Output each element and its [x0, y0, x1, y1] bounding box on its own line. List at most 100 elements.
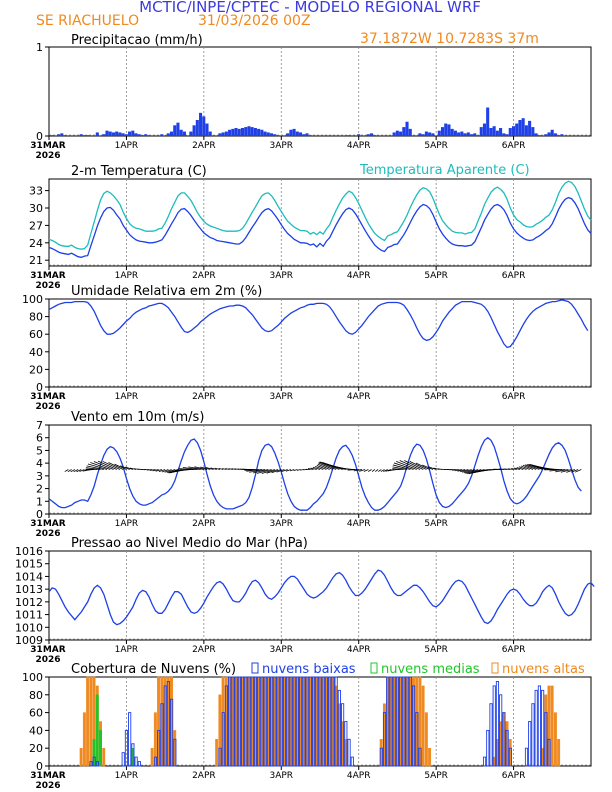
cloud-bar-baixas	[276, 676, 280, 767]
wind-barb	[316, 465, 327, 470]
cloud-bar-altas	[421, 685, 425, 767]
wind-barb	[285, 469, 292, 472]
cloud-bar-baixas	[128, 712, 132, 767]
wind-barb	[182, 467, 201, 470]
precip-bar	[537, 135, 541, 136]
cloud-bar-baixas	[228, 676, 232, 767]
run-date-label: 31/03/2026 00Z	[198, 13, 311, 29]
cloud-bar-baixas	[295, 676, 300, 767]
precip-bar	[147, 135, 151, 136]
wind-barb	[194, 466, 208, 470]
wind-barb	[514, 467, 521, 470]
x-tick-label: 3APR	[269, 141, 293, 151]
precip-bar	[457, 132, 461, 136]
wind-barb	[404, 460, 424, 470]
x-tick-label: 2APR	[192, 645, 216, 655]
x-year-label: 2026	[35, 151, 60, 161]
y-tick-label: 33	[29, 185, 43, 198]
series-line-blue	[48, 436, 582, 511]
cloud-bar-altas	[557, 739, 561, 767]
precip-bar	[237, 128, 241, 136]
cloud-bar-baixas	[266, 676, 270, 767]
cloud-bar-baixas	[499, 694, 503, 767]
precip-bar	[473, 133, 477, 136]
wind-barb	[549, 469, 566, 472]
x-tick-label: 5APR	[424, 519, 448, 529]
y-tick-label: 21	[29, 254, 43, 267]
x-year-label: 2026	[35, 655, 60, 665]
y-tick-label: 4	[36, 457, 43, 470]
precip-bar	[408, 128, 412, 136]
wind-barb	[462, 469, 472, 473]
cloud-bar-baixas	[392, 676, 396, 767]
wind-barb	[281, 469, 288, 472]
location-label: SE RIACHUELO	[36, 13, 139, 29]
wind-barb	[574, 469, 582, 473]
wind-barb	[120, 465, 130, 470]
wind-barb	[266, 469, 279, 474]
cloud-bar-baixas	[411, 685, 416, 767]
precip-bar	[295, 131, 299, 136]
cloud-bar-baixas	[224, 685, 229, 767]
legend-nuvens-altas-swatch	[491, 662, 499, 674]
y-tick-label: 0	[36, 760, 43, 773]
wind-barb	[125, 466, 134, 470]
cloud-bar-baixas	[389, 676, 393, 767]
precip-bar	[192, 125, 196, 136]
cloud-bar-baixas	[402, 676, 406, 767]
precip-bar	[128, 131, 132, 136]
x-first-label: 31MAR	[30, 519, 65, 529]
precip-bar	[253, 127, 257, 136]
wind-barb	[276, 469, 285, 473]
x-tick-label: 6APR	[502, 392, 526, 402]
precip-bar	[124, 134, 128, 136]
precip-bar	[102, 134, 106, 136]
panel-frame	[48, 178, 592, 267]
wind-barb	[152, 469, 159, 472]
panel-frame	[48, 424, 592, 515]
precip-bar	[524, 125, 528, 136]
cloud-bar-baixas	[524, 747, 529, 767]
cloud-bar-baixas	[218, 747, 222, 767]
precip-bar	[421, 134, 425, 136]
precip-bar	[286, 133, 290, 136]
y-tick-label: 24	[29, 237, 43, 250]
x-first-label: 31MAR	[30, 392, 65, 402]
cloud-bar-baixas	[328, 676, 332, 767]
wind-barb	[318, 461, 337, 470]
cloud-bar-baixas	[528, 721, 532, 767]
wind-barb	[467, 469, 482, 475]
precip-bar	[431, 133, 435, 136]
wind-barb	[555, 469, 569, 473]
wind-barb	[463, 469, 475, 474]
wind-barb	[383, 469, 388, 472]
precip-bar	[463, 133, 467, 136]
x-tick-label: 1APR	[115, 645, 139, 655]
cloud-bar-baixas	[279, 676, 283, 767]
x-tick-label: 3APR	[269, 645, 293, 655]
cloud-bar-baixas	[270, 676, 274, 767]
x-tick-label: 1APR	[115, 519, 139, 529]
precip-bar	[495, 130, 499, 136]
cloud-bar-baixas	[502, 712, 506, 767]
panel-pres: 1APR 2APR 3APR 4APR 5APR 6APR31MAR20261009101…	[15, 536, 595, 665]
precip-bar	[173, 125, 177, 136]
x-tick-label: 2APR	[192, 771, 216, 781]
precip-bar	[557, 135, 561, 136]
wind-barb	[312, 466, 321, 470]
precip-bar	[182, 131, 186, 136]
wind-barb	[102, 461, 121, 470]
legend-apparent-temp: Temperatura Aparente (C)	[359, 163, 530, 178]
wind-barb	[422, 464, 434, 470]
precip-bar	[266, 132, 270, 136]
legend-nuvens-medias-swatch	[370, 662, 378, 674]
cloud-bar-baixas	[344, 721, 348, 767]
wind-barb	[314, 466, 324, 470]
cloud-bar-baixas	[537, 685, 541, 767]
wind-barb	[114, 463, 127, 470]
wind-barb	[86, 465, 104, 470]
x-first-label: 31MAR	[30, 645, 65, 655]
cloud-bar-baixas	[399, 676, 403, 767]
